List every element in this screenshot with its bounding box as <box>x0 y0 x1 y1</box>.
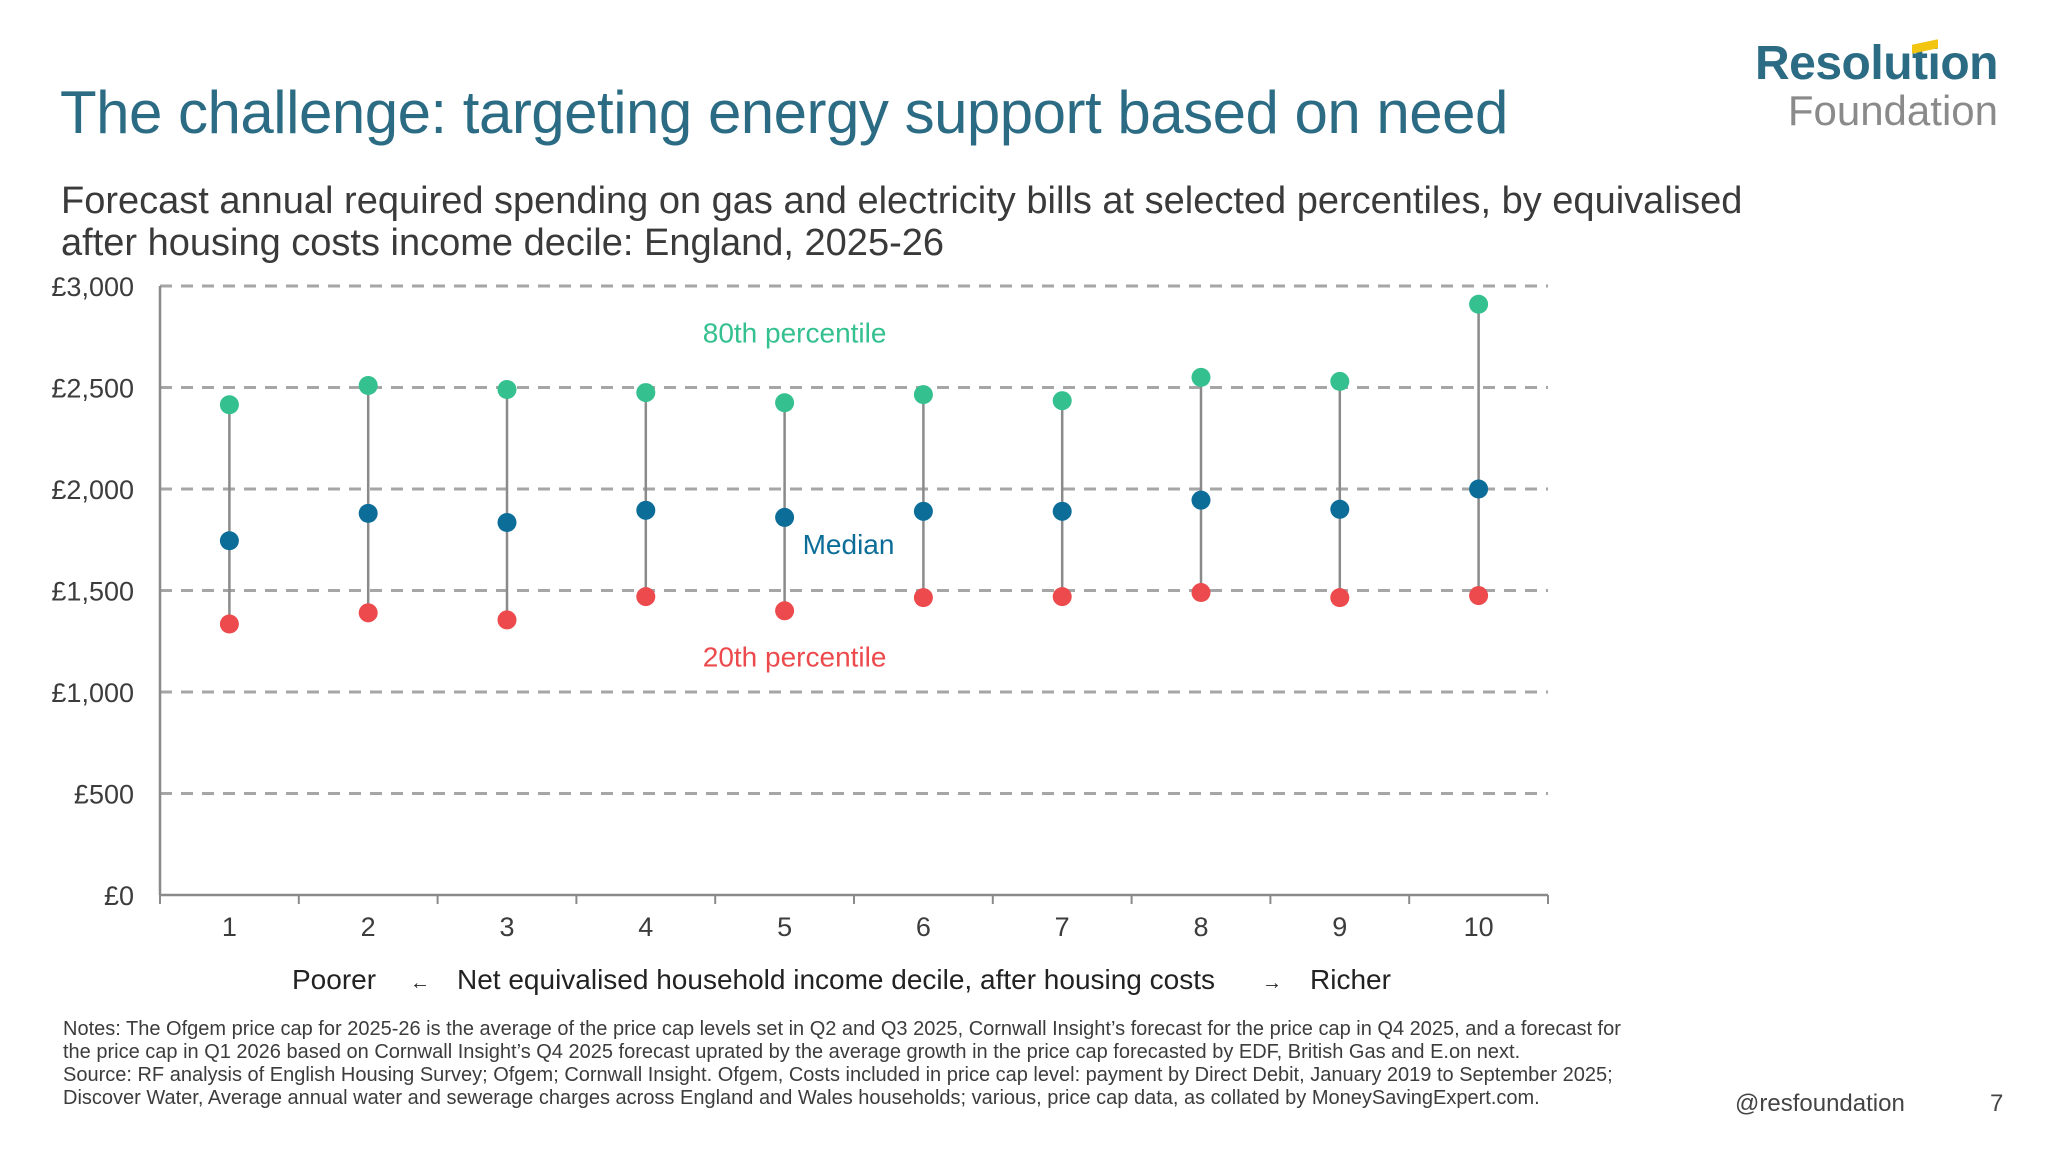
point-20th-percentile <box>358 603 378 623</box>
point-20th-percentile <box>219 614 239 634</box>
y-tick-label: £2,000 <box>51 475 134 505</box>
point-median <box>913 501 933 521</box>
point-80th-percentile <box>913 385 933 405</box>
point-80th-percentile <box>1052 391 1072 411</box>
source-text: Source: RF analysis of English Housing S… <box>63 1064 1613 1109</box>
x-tick-label: 10 <box>1464 912 1494 942</box>
point-20th-percentile <box>1330 588 1350 608</box>
y-tick-label: £3,000 <box>51 272 134 302</box>
chart-subtitle: Forecast annual required spending on gas… <box>61 180 1743 264</box>
series-label-20th-percentile: 20th percentile <box>703 641 887 672</box>
point-80th-percentile <box>358 375 378 395</box>
point-80th-percentile <box>1469 294 1489 314</box>
x-tick-label: 8 <box>1193 912 1208 942</box>
logo-line1-text: Resolution <box>1755 37 1999 90</box>
point-80th-percentile <box>1191 367 1211 387</box>
point-median <box>1052 501 1072 521</box>
x-tick-label: 7 <box>1055 912 1070 942</box>
point-20th-percentile <box>636 587 656 607</box>
x-tick-label: 4 <box>638 912 653 942</box>
logo-line1: Resolution <box>1755 37 1999 90</box>
y-tick-label: £1,000 <box>51 678 134 708</box>
point-80th-percentile <box>497 380 517 400</box>
notes-text: Notes: The Ofgem price cap for 2025-26 i… <box>63 1018 1621 1063</box>
y-tick-label: £1,500 <box>51 577 134 607</box>
slide-title: The challenge: targeting energy support … <box>60 79 1508 146</box>
y-tick-label: £2,500 <box>51 374 134 404</box>
point-20th-percentile <box>1191 583 1211 603</box>
point-20th-percentile <box>497 610 517 630</box>
x-tick-label: 1 <box>222 912 237 942</box>
x-axis-title: Net equivalised household income decile,… <box>457 964 1216 995</box>
point-median <box>497 512 517 532</box>
point-median <box>1469 479 1489 499</box>
logo-line2: Foundation <box>1787 87 1998 134</box>
page-number: 7 <box>1990 1090 2004 1117</box>
x-tick-label: 3 <box>499 912 514 942</box>
left-arrow-icon: ← <box>410 972 430 994</box>
point-80th-percentile <box>775 393 795 413</box>
twitter-handle: @resfoundation <box>1735 1090 1905 1117</box>
y-tick-label: £500 <box>74 780 134 810</box>
point-80th-percentile <box>636 383 656 403</box>
point-20th-percentile <box>775 601 795 621</box>
point-20th-percentile <box>1469 586 1489 606</box>
y-tick-label: £0 <box>104 881 134 911</box>
point-median <box>219 531 239 551</box>
point-median <box>775 507 795 527</box>
point-20th-percentile <box>1052 587 1072 607</box>
series-label-80th-percentile: 80th percentile <box>703 318 887 349</box>
point-median <box>1191 490 1211 510</box>
series-label-median: Median <box>803 529 895 560</box>
resolution-foundation-logo: Resolution Foundation <box>1755 37 1999 134</box>
x-tick-label: 6 <box>916 912 931 942</box>
x-caption-richer: Richer <box>1310 964 1391 995</box>
point-80th-percentile <box>1330 371 1350 391</box>
x-tick-label: 5 <box>777 912 792 942</box>
point-median <box>358 503 378 523</box>
footnotes: Notes: The Ofgem price cap for 2025-26 i… <box>63 1018 1623 1110</box>
x-tick-label: 2 <box>361 912 376 942</box>
x-caption-poorer: Poorer <box>292 964 377 995</box>
point-80th-percentile <box>219 395 239 415</box>
right-arrow-icon: → <box>1262 972 1282 994</box>
point-median <box>1330 499 1350 519</box>
point-median <box>636 500 656 520</box>
point-20th-percentile <box>913 588 933 608</box>
x-tick-label: 9 <box>1332 912 1347 942</box>
